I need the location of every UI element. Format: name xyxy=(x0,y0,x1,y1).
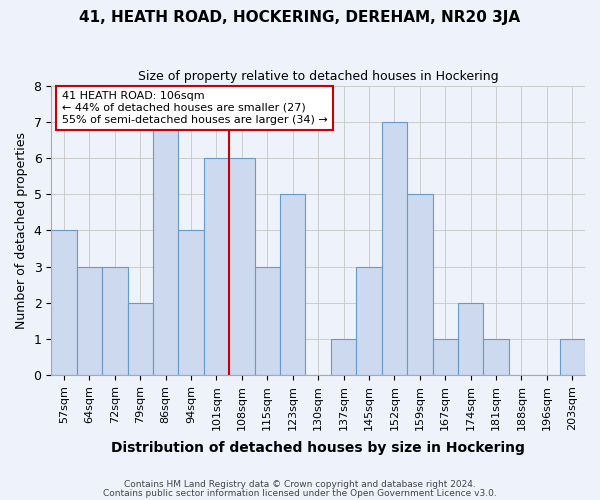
Bar xyxy=(560,339,585,375)
Bar xyxy=(128,303,153,375)
Bar xyxy=(331,339,356,375)
Bar xyxy=(382,122,407,375)
Y-axis label: Number of detached properties: Number of detached properties xyxy=(15,132,28,329)
Bar xyxy=(458,303,484,375)
Bar xyxy=(178,230,204,375)
Bar xyxy=(77,266,102,375)
Text: 41 HEATH ROAD: 106sqm
← 44% of detached houses are smaller (27)
55% of semi-deta: 41 HEATH ROAD: 106sqm ← 44% of detached … xyxy=(62,92,328,124)
Text: Contains public sector information licensed under the Open Government Licence v3: Contains public sector information licen… xyxy=(103,488,497,498)
Bar xyxy=(153,122,178,375)
Text: 41, HEATH ROAD, HOCKERING, DEREHAM, NR20 3JA: 41, HEATH ROAD, HOCKERING, DEREHAM, NR20… xyxy=(79,10,521,25)
Bar xyxy=(102,266,128,375)
Bar xyxy=(229,158,254,375)
Bar xyxy=(407,194,433,375)
Bar xyxy=(280,194,305,375)
X-axis label: Distribution of detached houses by size in Hockering: Distribution of detached houses by size … xyxy=(111,441,525,455)
Bar xyxy=(254,266,280,375)
Title: Size of property relative to detached houses in Hockering: Size of property relative to detached ho… xyxy=(138,70,499,83)
Bar xyxy=(204,158,229,375)
Bar xyxy=(433,339,458,375)
Text: Contains HM Land Registry data © Crown copyright and database right 2024.: Contains HM Land Registry data © Crown c… xyxy=(124,480,476,489)
Bar xyxy=(356,266,382,375)
Bar xyxy=(51,230,77,375)
Bar xyxy=(484,339,509,375)
